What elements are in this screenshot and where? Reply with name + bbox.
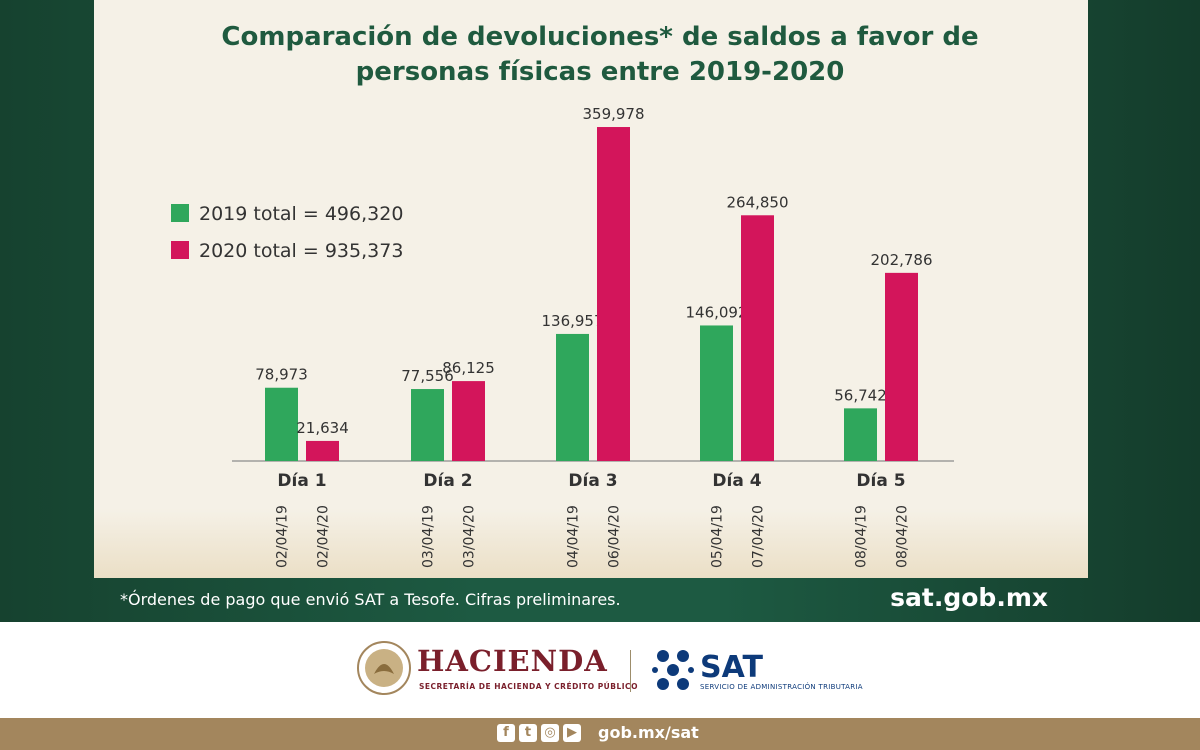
- data-label: 202,786: [870, 251, 932, 269]
- logo-bar: HACIENDA SECRETARÍA DE HACIENDA Y CRÉDIT…: [0, 622, 1200, 718]
- category-label: Día 1: [277, 471, 326, 491]
- data-label: 77,556: [401, 367, 454, 385]
- gob-link[interactable]: gob.mx/sat: [598, 723, 699, 742]
- bar-2020-3: [597, 127, 630, 461]
- legend-swatch: [171, 204, 189, 222]
- bar-2020-5: [885, 272, 918, 461]
- logo-divider: [630, 650, 631, 692]
- category-label: Día 3: [568, 471, 617, 491]
- legend-swatch: [171, 241, 189, 259]
- social-icons: f t ◎ ▶: [497, 724, 581, 742]
- category-label: Día 4: [712, 471, 761, 491]
- sat-subtitle: SERVICIO DE ADMINISTRACIÓN TRIBUTARIA: [700, 683, 863, 691]
- site-link[interactable]: sat.gob.mx: [890, 583, 1048, 612]
- data-label: 56,742: [834, 386, 887, 404]
- date-label: 08/04/19: [854, 505, 870, 568]
- bar-2019-2: [411, 389, 444, 461]
- date-label: 05/04/19: [710, 505, 726, 568]
- sat-name: SAT: [700, 650, 763, 685]
- data-label: 86,125: [442, 359, 495, 377]
- date-label: 03/04/19: [421, 505, 437, 568]
- bar-chart: 78,973 02/04/19 21,634 02/04/20 Día 1 77,556 0…: [171, 105, 954, 568]
- category-label: Día 2: [423, 471, 472, 491]
- title-bold: Comparación de devoluciones*: [221, 22, 673, 52]
- social-bar: f t ◎ ▶ gob.mx/sat: [0, 718, 1200, 750]
- twitter-icon[interactable]: t: [519, 724, 537, 742]
- data-label: 146,092: [685, 303, 747, 321]
- date-label: 03/04/20: [462, 505, 478, 568]
- hacienda-name: HACIENDA: [417, 644, 608, 678]
- date-label: 02/04/19: [275, 505, 291, 568]
- footnote: *Órdenes de pago que envió SAT a Tesofe.…: [120, 590, 621, 609]
- legend-label: 2020 total = 935,373: [199, 240, 403, 262]
- chart-card: [94, 0, 1088, 578]
- bar-2020-4: [741, 215, 774, 461]
- instagram-icon[interactable]: ◎: [541, 724, 559, 742]
- date-label: 04/04/19: [566, 505, 582, 568]
- bar-2020-2: [452, 381, 485, 461]
- chart-title-line1: Comparación de devoluciones* de saldos a…: [0, 20, 1200, 54]
- data-label: 264,850: [726, 193, 788, 211]
- facebook-icon[interactable]: f: [497, 724, 515, 742]
- data-label: 78,973: [255, 366, 308, 384]
- date-label: 06/04/20: [607, 505, 623, 568]
- hacienda-subtitle: SECRETARÍA DE HACIENDA Y CRÉDITO PÚBLICO: [419, 682, 638, 691]
- bar-2020-1: [306, 440, 339, 461]
- bar-2019-5: [844, 408, 877, 461]
- data-label: 21,634: [296, 419, 349, 437]
- bar-2019-3: [556, 333, 589, 461]
- chart-title-line2: personas físicas entre 2019-2020: [355, 57, 845, 87]
- eagle-seal-icon: [357, 641, 411, 695]
- youtube-icon[interactable]: ▶: [563, 724, 581, 742]
- legend-label: 2019 total = 496,320: [199, 203, 403, 225]
- title-rest: de saldos a favor de: [672, 22, 979, 52]
- category-label: Día 5: [856, 471, 905, 491]
- date-label: 02/04/20: [316, 505, 332, 568]
- bar-2019-4: [700, 325, 733, 461]
- data-label: 136,957: [541, 312, 603, 330]
- sat-dots-icon: [652, 650, 694, 690]
- date-label: 08/04/20: [895, 505, 911, 568]
- bar-2019-1: [265, 387, 298, 461]
- data-label: 359,978: [582, 105, 644, 123]
- date-label: 07/04/20: [751, 505, 767, 568]
